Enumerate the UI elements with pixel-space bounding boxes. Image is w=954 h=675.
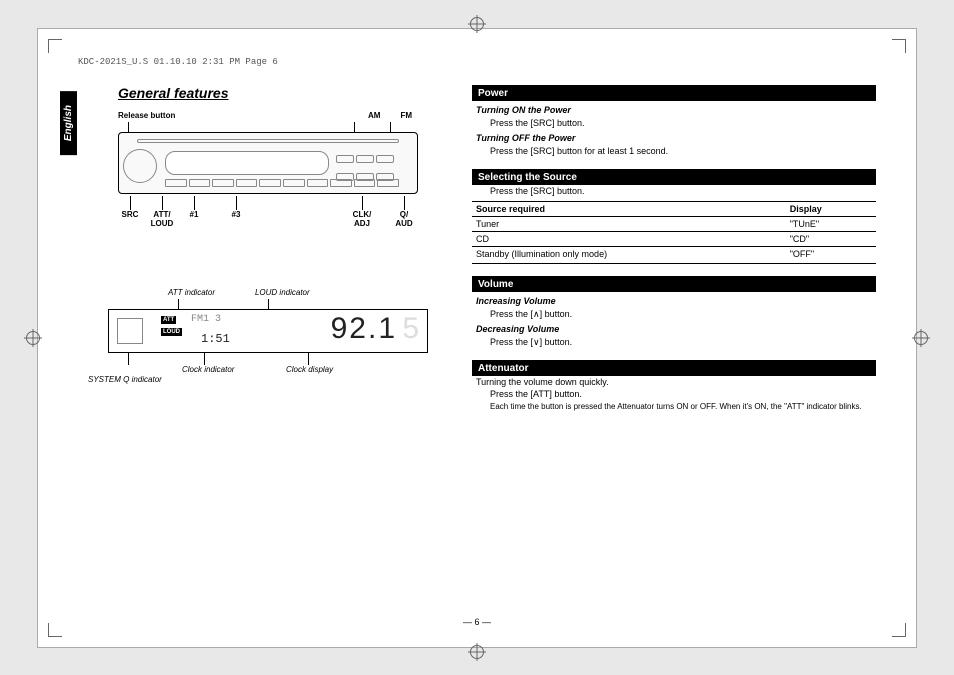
lcd-top-labels: ATT indicator LOUD indicator: [168, 288, 428, 297]
body-source-intro: Press the [SRC] button.: [490, 185, 876, 197]
registration-mark: [468, 643, 486, 661]
body-vol-inc: Press the [∧] button.: [490, 308, 876, 320]
body-vol-dec: Press the [∨] button.: [490, 336, 876, 348]
body-power-on: Press the [SRC] button.: [490, 117, 876, 129]
heading-power-off: Turning OFF the Power: [476, 133, 876, 143]
radio-faceplate: [118, 132, 418, 194]
section-source: Selecting the Source: [472, 169, 876, 185]
note-att: Each time the button is pressed the Atte…: [490, 402, 876, 412]
faceplate-diagram: Release button AM FM: [118, 111, 418, 232]
table-row: Tuner"TUnE": [472, 216, 876, 231]
label-systemq: SYSTEM Q indicator: [88, 375, 162, 384]
crop-mark: [48, 623, 62, 637]
section-volume: Volume: [472, 276, 876, 292]
page-number: — 6 —: [463, 617, 491, 627]
body-att-intro: Turning the volume down quickly.: [476, 376, 876, 388]
label-att-indicator: ATT indicator: [168, 288, 215, 297]
body-power-off: Press the [SRC] button for at least 1 se…: [490, 145, 876, 157]
lcd-screen: ATT LOUD FM1 3 1:51 5 92.1: [108, 309, 428, 353]
content-columns: English General features Release button …: [78, 85, 876, 413]
label-q-aud: Q/ AUD: [395, 210, 412, 228]
label-clk-adj: CLK/ ADJ: [353, 210, 372, 228]
lcd-line1: FM1 3: [191, 314, 221, 325]
lcd-diagram: ATT indicator LOUD indicator ATT LOUD FM…: [108, 288, 428, 385]
lcd-frequency: 92.1: [331, 312, 397, 346]
heading-power-on: Turning ON the Power: [476, 105, 876, 115]
label-release: Release button: [118, 111, 175, 120]
col-source: Source required: [472, 201, 786, 216]
heading-vol-inc: Increasing Volume: [476, 296, 876, 306]
leader-lines: [118, 122, 418, 132]
table-row: Standby (Illumination only mode)"OFF": [472, 246, 876, 261]
lcd-clock: 1:51: [201, 332, 230, 346]
crop-mark: [892, 623, 906, 637]
label-src: SRC: [122, 210, 139, 219]
registration-mark: [468, 15, 486, 33]
page-title: General features: [118, 85, 448, 101]
label-att-loud: ATT/ LOUD: [151, 210, 174, 228]
right-column: Power Turning ON the Power Press the [SR…: [472, 85, 876, 413]
label-preset1: #1: [190, 210, 199, 219]
language-tab: English: [60, 91, 77, 155]
source-table: Source required Display Tuner"TUnE" CD"C…: [472, 201, 876, 261]
label-clock-indicator: Clock indicator: [182, 365, 234, 374]
crop-mark: [892, 39, 906, 53]
section-power: Power: [472, 85, 876, 101]
registration-mark: [24, 329, 42, 347]
registration-mark: [912, 329, 930, 347]
leader-lines: [108, 299, 428, 309]
badge-loud: LOUD: [161, 328, 182, 336]
lcd-faint-digit: 5: [402, 312, 419, 346]
leader-lines: [118, 196, 418, 210]
leader-lines: [108, 353, 428, 365]
lcd-bottom-labels: SYSTEM Q indicator Clock indicator Clock…: [108, 365, 428, 385]
left-column: English General features Release button …: [78, 85, 448, 413]
col-display: Display: [786, 201, 876, 216]
heading-vol-dec: Decreasing Volume: [476, 324, 876, 334]
faceplate-bottom-labels: SRC ATT/ LOUD #1 #3 CLK/ ADJ Q/ AUD: [118, 210, 418, 232]
badge-att: ATT: [161, 316, 176, 324]
table-row: CD"CD": [472, 231, 876, 246]
faceplate-top-labels: Release button AM FM: [118, 111, 418, 120]
label-preset3: #3: [232, 210, 241, 219]
print-header: KDC-2021S_U.S 01.10.10 2:31 PM Page 6: [78, 57, 876, 67]
label-fm: FM: [400, 111, 412, 120]
label-am: AM: [368, 111, 380, 120]
page: KDC-2021S_U.S 01.10.10 2:31 PM Page 6 En…: [37, 28, 917, 648]
crop-mark: [48, 39, 62, 53]
label-clock-display: Clock display: [286, 365, 333, 374]
body-att-press: Press the [ATT] button.: [490, 388, 876, 400]
section-attenuator: Attenuator: [472, 360, 876, 376]
label-loud-indicator: LOUD indicator: [255, 288, 310, 297]
